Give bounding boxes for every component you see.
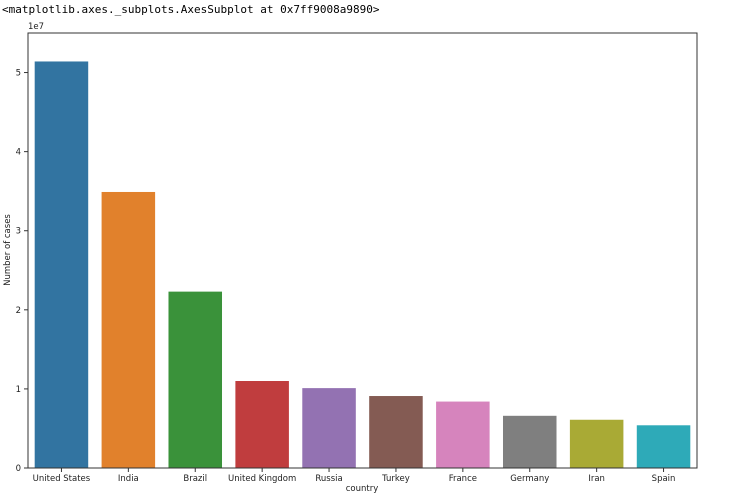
bar-united-states	[34, 61, 89, 469]
x-tick-label: Iran	[588, 474, 605, 484]
bar-germany	[502, 415, 557, 468]
y-tick-label: 2	[16, 306, 21, 316]
bar-france	[436, 401, 490, 468]
y-tick-label: 3	[16, 227, 21, 237]
bar-united-kingdom	[235, 381, 289, 468]
x-tick-label: India	[118, 474, 139, 484]
x-tick-label: Germany	[510, 474, 549, 484]
x-tick-label: United States	[33, 474, 91, 484]
y-tick-label: 5	[16, 69, 21, 79]
plot-frame	[27, 32, 698, 469]
bar-turkey	[369, 396, 423, 468]
x-tick-label: United Kingdom	[228, 474, 296, 484]
x-axis-label: country	[346, 484, 379, 494]
bar-russia	[302, 388, 356, 468]
bar-india	[101, 191, 156, 469]
y-tick-label: 0	[16, 464, 21, 474]
bar-spain	[636, 425, 691, 468]
bar-brazil	[168, 291, 223, 468]
y-tick-label: 1	[16, 385, 21, 395]
x-tick-label: Russia	[315, 474, 342, 484]
axis-offset-text: 1e7	[28, 22, 44, 32]
output-repr-text: <matplotlib.axes._subplots.AxesSubplot a…	[2, 3, 380, 16]
x-tick-label: Brazil	[183, 474, 207, 484]
x-tick-label: Spain	[652, 474, 676, 484]
bar-iran	[569, 419, 624, 468]
x-tick-label: France	[449, 474, 477, 484]
x-tick-label: Turkey	[381, 474, 410, 484]
y-tick-label: 4	[16, 148, 21, 158]
y-axis-label: Number of cases	[3, 214, 13, 286]
